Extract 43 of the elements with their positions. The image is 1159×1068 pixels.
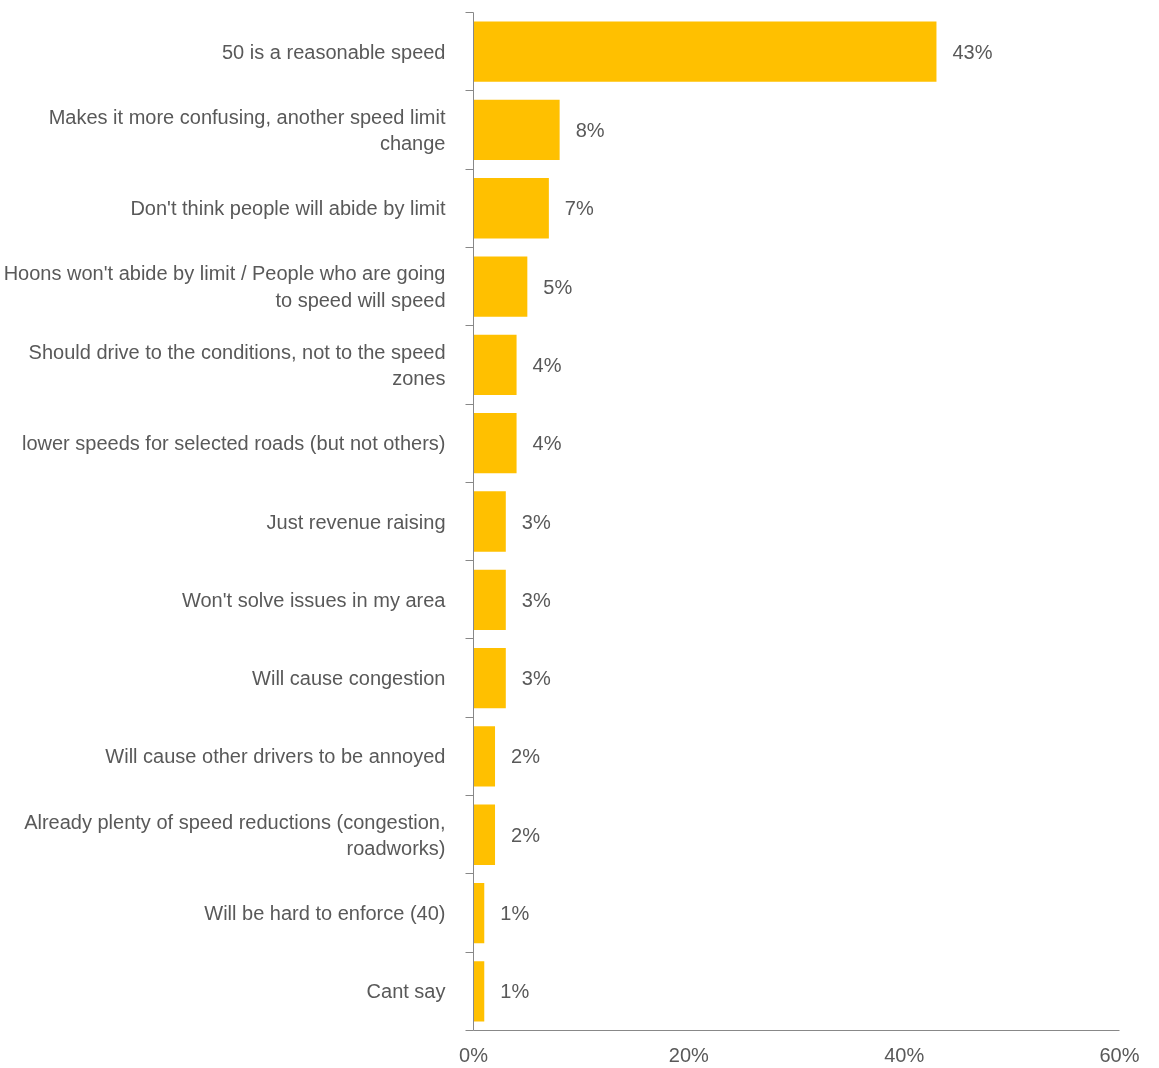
- bar: [473, 726, 496, 787]
- bar: [473, 99, 560, 161]
- y-tick-label: Won't solve issues in my area: [181, 588, 447, 611]
- data-label: 3%: [521, 588, 551, 611]
- y-tick-label: Will cause congestion: [252, 667, 446, 690]
- y-tick-label: Cant say: [366, 980, 446, 1003]
- data-label: 3%: [521, 510, 551, 533]
- bar: [473, 491, 506, 552]
- bar: [473, 961, 485, 1022]
- data-label: 2%: [511, 745, 541, 768]
- x-tick-label: 20%: [668, 1043, 710, 1066]
- x-tick-label: 0%: [459, 1043, 489, 1066]
- y-tick-label: Should drive to the conditions, not to the speed zones: [28, 340, 446, 390]
- y-tick-label: Makes it more confusing, another speed limit change: [48, 105, 446, 155]
- bar: [473, 178, 549, 239]
- y-tick-label: Just revenue raising: [266, 510, 446, 533]
- bar: [473, 882, 485, 944]
- data-label: 7%: [564, 197, 594, 220]
- y-tick-label: 50 is a reasonable speed: [222, 40, 446, 63]
- data-label: 1%: [500, 980, 530, 1003]
- y-tick-label: Will cause other drivers to be annoyed: [105, 745, 446, 768]
- y-tick-label: Already plenty of speed reductions (congestion, roadworks): [24, 810, 446, 859]
- data-label: 2%: [511, 823, 541, 846]
- bar: [473, 21, 937, 82]
- x-tick-label: 40%: [884, 1043, 925, 1066]
- y-tick-label: lower speeds for selected roads (but not others): [21, 432, 446, 455]
- bar: [473, 413, 517, 474]
- bar: [473, 647, 506, 709]
- x-tick-label: 60%: [1099, 1043, 1140, 1066]
- data-label: 1%: [500, 902, 530, 925]
- data-label: 3%: [521, 667, 551, 690]
- data-label: 43%: [952, 40, 993, 63]
- data-label: 5%: [543, 275, 573, 298]
- data-label: 4%: [532, 432, 562, 455]
- y-tick-label: Don't think people will abide by limit: [130, 197, 446, 220]
- y-tick-label: Hoons won't abide by limit / People who are going to speed will speed: [3, 262, 446, 311]
- data-label: 4%: [532, 353, 562, 376]
- y-tick-label: Will be hard to enforce (40): [204, 902, 446, 925]
- bar: [473, 804, 496, 865]
- bar: [473, 334, 517, 396]
- data-label: 8%: [575, 118, 605, 141]
- bar: [473, 569, 506, 630]
- bar: [473, 256, 528, 317]
